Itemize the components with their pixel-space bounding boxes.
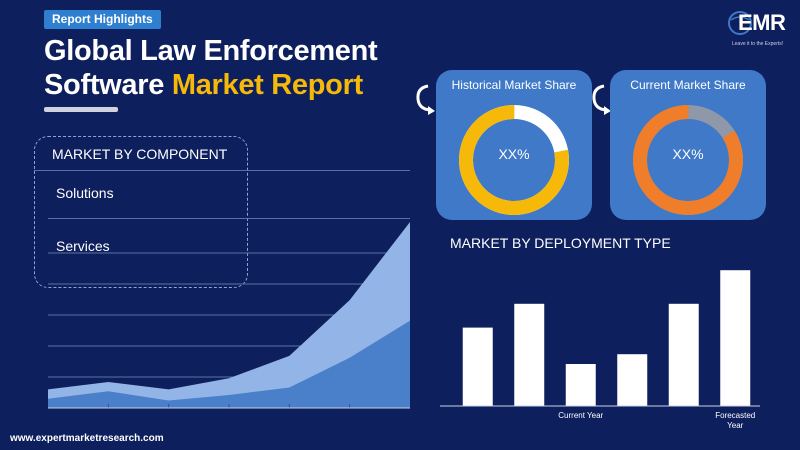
logo-tagline: Leave it to the Experts!	[732, 41, 784, 47]
title-line-1: Global Law Enforcement	[44, 35, 378, 67]
bar-tick-label: Current Year	[558, 411, 603, 420]
footer-url: www.expertmarketresearch.com	[10, 433, 164, 444]
page-title: Global Law Enforcement Software Market R…	[44, 34, 378, 102]
title-line-2: Software Market Report	[44, 68, 377, 102]
component-title: MARKET BY COMPONENT	[52, 146, 228, 162]
logo-name: EMR	[738, 10, 786, 35]
historical-share-donut	[459, 105, 569, 215]
current-share-donut	[633, 105, 743, 215]
title-underline	[44, 107, 118, 112]
deployment-bar	[617, 354, 648, 406]
historical-share-value: XX%	[498, 146, 530, 162]
deployment-bar	[514, 303, 545, 406]
component-item-services: Services	[56, 238, 110, 254]
deployment-bar	[668, 303, 699, 406]
bar-tick-label: Forecasted Year	[715, 411, 755, 430]
component-divider-top	[34, 170, 410, 171]
title-line-2-white: Software	[44, 69, 165, 101]
market-area-chart	[48, 222, 410, 409]
current-share-title: Current Market Share	[630, 78, 746, 92]
deployment-bar	[565, 364, 596, 406]
historical-share-title: Historical Market Share	[451, 78, 577, 92]
component-item-solutions: Solutions	[56, 185, 114, 201]
area-series-front	[48, 320, 410, 408]
cycle-arrow-icon	[416, 84, 435, 115]
historical-cycle-icon-wrap	[414, 82, 436, 121]
deployment-bar	[720, 270, 751, 406]
deployment-bar-chart: Current Year Forecasted Year	[440, 270, 760, 430]
component-divider-middle	[48, 218, 410, 219]
current-share-card: Current Market Share XX%	[610, 70, 766, 220]
current-cycle-icon-wrap	[590, 82, 612, 121]
historical-share-card: Historical Market Share XX%	[436, 70, 592, 220]
cycle-arrow-icon	[592, 84, 611, 115]
current-share-value: XX%	[672, 146, 704, 162]
deployment-bar	[462, 327, 493, 406]
area-series-back	[48, 222, 410, 408]
emr-logo: EMR Leave it to the Experts!	[726, 10, 788, 50]
component-box	[34, 136, 248, 288]
report-highlights-badge: Report Highlights	[44, 10, 161, 29]
deployment-chart-title: MARKET BY DEPLOYMENT TYPE	[450, 235, 671, 251]
title-line-2-accent: Market Report	[171, 69, 363, 101]
globe-icon	[728, 11, 752, 35]
